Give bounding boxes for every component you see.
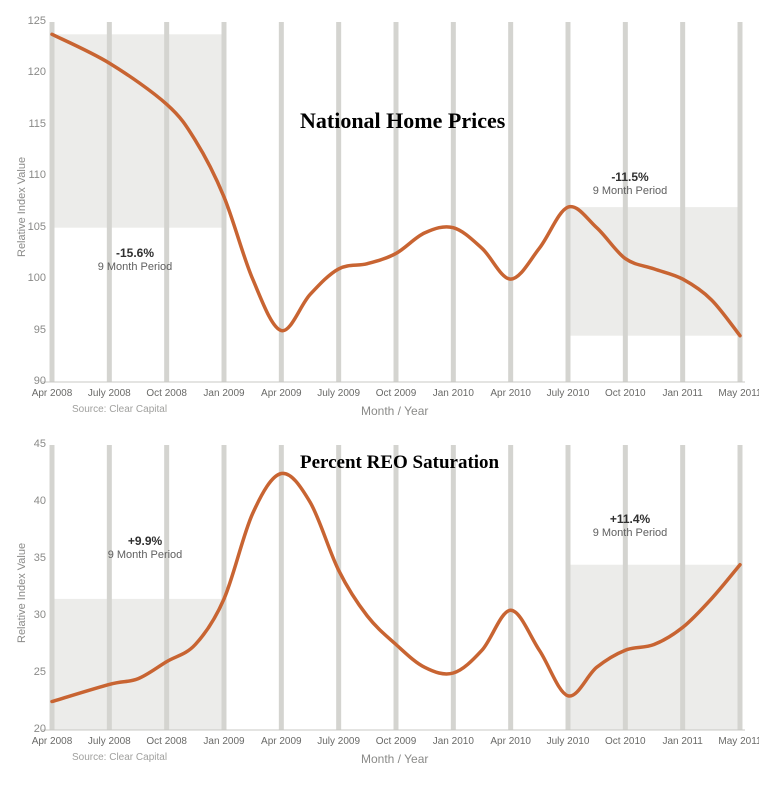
y-tick-label: 115 [18,118,46,130]
annotation: +11.4%9 Month Period [575,512,685,541]
x-axis-label: Month / Year [361,752,428,766]
x-axis-label: Month / Year [361,404,428,418]
charts-container: 9095100105110115120125Apr 2008July 2008O… [0,0,759,787]
x-tick-label: July 2010 [547,736,590,747]
chart-1-svg [0,22,759,432]
y-axis-label: Relative Index Value [16,157,28,257]
x-tick-label: Jan 2010 [433,736,474,747]
annotation: +9.9%9 Month Period [90,534,200,563]
shaded-region [568,565,740,730]
annotation-pct: +9.9% [90,534,200,549]
x-tick-label: July 2009 [317,388,360,399]
x-tick-label: July 2008 [88,388,131,399]
x-tick-label: Apr 2009 [261,388,302,399]
x-tick-label: Oct 2009 [376,736,417,747]
y-tick-label: 100 [18,272,46,284]
x-tick-label: Apr 2009 [261,736,302,747]
chart-title: National Home Prices [300,108,505,134]
source-text: Source: Clear Capital [72,752,167,763]
y-tick-label: 125 [18,15,46,27]
x-tick-label: Oct 2010 [605,736,646,747]
shaded-region [52,599,224,730]
shaded-region [52,34,224,227]
y-tick-label: 45 [18,438,46,450]
x-tick-label: Jan 2011 [662,388,702,399]
y-tick-label: 25 [18,666,46,678]
chart-2-svg [0,445,759,780]
y-tick-label: 20 [18,723,46,735]
y-tick-label: 90 [18,375,46,387]
x-tick-label: Oct 2008 [146,736,187,747]
x-tick-label: July 2009 [317,736,360,747]
x-tick-label: Apr 2010 [490,736,531,747]
x-tick-label: Jan 2011 [662,736,702,747]
x-tick-label: Oct 2010 [605,388,646,399]
y-axis-label: Relative Index Value [16,542,28,642]
chart-title: Percent REO Saturation [300,452,499,474]
x-tick-label: July 2008 [88,736,131,747]
y-tick-label: 40 [18,495,46,507]
y-tick-label: 95 [18,324,46,336]
x-tick-label: Apr 2008 [32,736,73,747]
annotation-period: 9 Month Period [575,185,685,199]
annotation-period: 9 Month Period [575,527,685,541]
x-tick-label: Oct 2008 [146,388,187,399]
annotation-pct: -15.6% [80,246,190,261]
x-tick-label: Apr 2010 [490,388,531,399]
annotation-pct: -11.5% [575,170,685,185]
annotation-period: 9 Month Period [80,261,190,275]
x-tick-label: May 2011 [718,736,759,747]
annotation-period: 9 Month Period [90,549,200,563]
x-tick-label: Jan 2009 [203,388,244,399]
x-tick-label: Apr 2008 [32,388,73,399]
y-tick-label: 120 [18,66,46,78]
source-text: Source: Clear Capital [72,404,167,415]
annotation: -15.6%9 Month Period [80,246,190,275]
x-tick-label: Oct 2009 [376,388,417,399]
x-tick-label: Jan 2010 [433,388,474,399]
x-tick-label: Jan 2009 [203,736,244,747]
annotation-pct: +11.4% [575,512,685,527]
x-tick-label: July 2010 [547,388,590,399]
annotation: -11.5%9 Month Period [575,170,685,199]
x-tick-label: May 2011 [718,388,759,399]
